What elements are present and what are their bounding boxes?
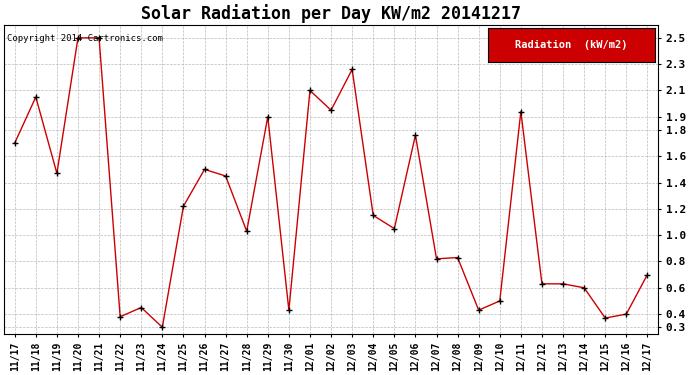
Text: Copyright 2014 Cartronics.com: Copyright 2014 Cartronics.com (8, 34, 164, 43)
Title: Solar Radiation per Day KW/m2 20141217: Solar Radiation per Day KW/m2 20141217 (141, 4, 521, 23)
